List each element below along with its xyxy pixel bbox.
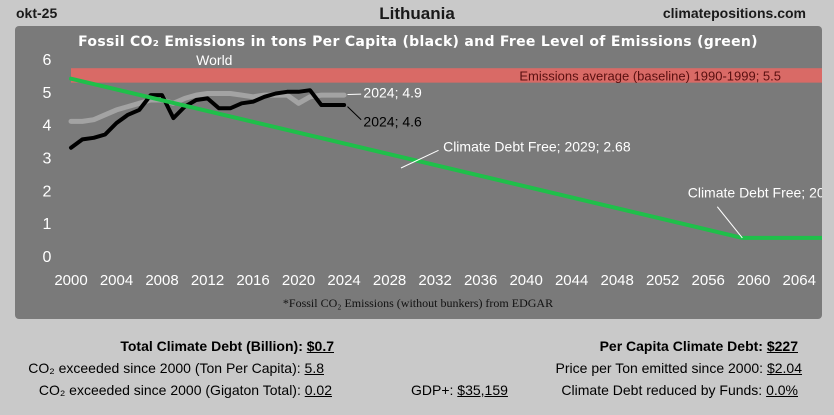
x-tick-label: 2020 bbox=[282, 272, 315, 289]
free-level-line bbox=[69, 76, 822, 240]
funds-label: Climate Debt reduced by Funds: bbox=[561, 382, 763, 398]
chart-panel: Fossil CO₂ Emissions in tons Per Capita … bbox=[15, 26, 822, 319]
y-tick-label: 6 bbox=[43, 52, 52, 69]
x-tick-label: 2000 bbox=[54, 272, 87, 289]
y-tick-label: 2 bbox=[43, 183, 52, 200]
x-tick-label: 2048 bbox=[600, 272, 633, 289]
y-tick-label: 0 bbox=[43, 249, 52, 266]
co2-ton-label: CO₂ exceeded since 2000 (Ton Per Capita)… bbox=[28, 360, 301, 376]
y-tick-label: 4 bbox=[43, 118, 52, 135]
gdp-label: GDP+: bbox=[411, 382, 454, 398]
debt-free-2029-leader bbox=[400, 149, 439, 169]
x-tick-label: 2040 bbox=[509, 272, 542, 289]
price-per-ton: Price per Ton emitted since 2000: $2.04 bbox=[420, 360, 802, 376]
site-name: climatepositions.com bbox=[662, 5, 806, 21]
x-tick-label: 2028 bbox=[373, 272, 406, 289]
y-tick-label: 1 bbox=[43, 216, 52, 233]
debt-free-2059-leader bbox=[716, 206, 743, 239]
per-capita-climate-debt: Per Capita Climate Debt: $227 bbox=[420, 338, 798, 354]
x-tick-label: 2036 bbox=[464, 272, 497, 289]
debt-reduced-by-funds: Climate Debt reduced by Funds: 0.0% bbox=[420, 382, 798, 398]
x-tick-label: 2052 bbox=[646, 272, 679, 289]
report-date: okt-25 bbox=[16, 5, 58, 21]
x-tick-label: 2016 bbox=[236, 272, 269, 289]
x-tick-label: 2012 bbox=[191, 272, 224, 289]
x-tick-label: 2056 bbox=[692, 272, 725, 289]
x-tick-label: 2060 bbox=[737, 272, 770, 289]
x-tick-label: 2044 bbox=[555, 272, 588, 289]
x-tick-label: 2032 bbox=[418, 272, 451, 289]
debt-free-2059-label: Climate Debt Free; 2059; 0.55 bbox=[688, 185, 822, 201]
x-tick-label: 2064 bbox=[783, 272, 816, 289]
world-2024-label: 2024; 4.9 bbox=[363, 85, 422, 101]
funds-value: 0.0% bbox=[766, 382, 798, 398]
country-title: Lithuania bbox=[379, 4, 455, 23]
gdp: GDP+: $35,159 bbox=[411, 382, 508, 398]
y-tick-label: 3 bbox=[43, 151, 52, 168]
chart-title: Fossil CO₂ Emissions in tons Per Capita … bbox=[78, 34, 758, 50]
co2-gt-label: CO₂ exceeded since 2000 (Gigaton Total): bbox=[38, 382, 301, 398]
debt-free-2029-label: Climate Debt Free; 2029; 2.68 bbox=[443, 139, 631, 155]
co2-exceeded-gigaton: CO₂ exceeded since 2000 (Gigaton Total):… bbox=[0, 382, 332, 398]
lithuania-2024-label: 2024; 4.6 bbox=[363, 113, 422, 129]
co2-gt-value: 0.02 bbox=[304, 382, 332, 398]
lithuania-2024-leader bbox=[347, 106, 362, 121]
chart-footnote: *Fossil CO₂ Emissions (without bunkers) … bbox=[283, 296, 553, 310]
emissions-chart: Fossil CO₂ Emissions in tons Per Capita … bbox=[43, 34, 822, 310]
co2-exceeded-per-capita: CO₂ exceeded since 2000 (Ton Per Capita)… bbox=[0, 360, 324, 376]
price-value: $2.04 bbox=[766, 360, 802, 376]
lithuania-series-line bbox=[69, 88, 347, 150]
world-label: World bbox=[196, 52, 232, 68]
y-tick-label: 5 bbox=[43, 85, 52, 102]
total-climate-debt-value: $0.7 bbox=[306, 338, 334, 354]
baseline-band bbox=[71, 68, 822, 83]
x-tick-label: 2008 bbox=[145, 272, 178, 289]
total-climate-debt: Total Climate Debt (Billion): $0.7 bbox=[0, 338, 334, 354]
x-tick-label: 2004 bbox=[100, 272, 133, 289]
co2-ton-value: 5.8 bbox=[304, 360, 324, 376]
baseline-label: Emissions average (baseline) 1990-1999; … bbox=[519, 68, 781, 83]
x-tick-label: 2024 bbox=[327, 272, 360, 289]
total-climate-debt-label: Total Climate Debt (Billion): bbox=[120, 338, 303, 354]
gdp-value: $35,159 bbox=[457, 382, 508, 398]
per-capita-debt-value: $227 bbox=[766, 338, 798, 354]
world-series-line bbox=[68, 91, 347, 124]
price-label: Price per Ton emitted since 2000: bbox=[555, 360, 764, 376]
per-capita-debt-label: Per Capita Climate Debt: bbox=[599, 338, 763, 354]
